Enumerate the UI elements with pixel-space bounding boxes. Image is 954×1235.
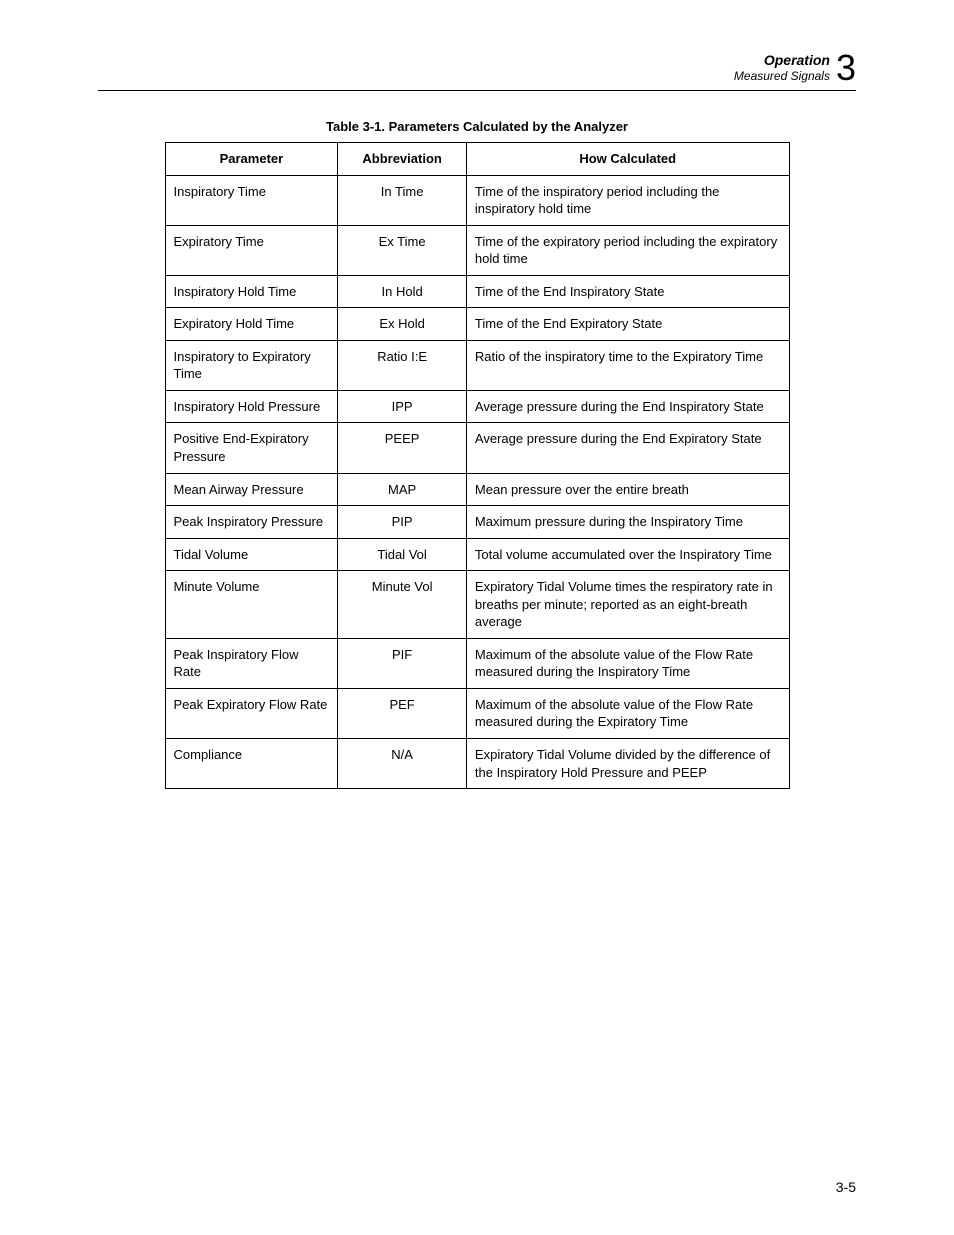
cell-parameter: Positive End-Expiratory Pressure <box>165 423 338 473</box>
table-row: Inspiratory Hold TimeIn HoldTime of the … <box>165 275 789 308</box>
table-row: ComplianceN/AExpiratory Tidal Volume div… <box>165 739 789 789</box>
table-row: Inspiratory to Expiratory TimeRatio I:ER… <box>165 340 789 390</box>
parameters-table: Parameter Abbreviation How Calculated In… <box>165 142 790 789</box>
cell-parameter: Inspiratory Hold Pressure <box>165 390 338 423</box>
table-row: Expiratory Hold TimeEx HoldTime of the E… <box>165 308 789 341</box>
cell-parameter: Expiratory Time <box>165 225 338 275</box>
cell-parameter: Inspiratory Hold Time <box>165 275 338 308</box>
cell-how-calculated: Time of the inspiratory period including… <box>466 175 789 225</box>
cell-how-calculated: Time of the End Expiratory State <box>466 308 789 341</box>
cell-parameter: Minute Volume <box>165 571 338 639</box>
table-row: Inspiratory TimeIn TimeTime of the inspi… <box>165 175 789 225</box>
cell-abbreviation: PIF <box>338 638 467 688</box>
cell-abbreviation: MAP <box>338 473 467 506</box>
cell-abbreviation: Ex Hold <box>338 308 467 341</box>
cell-how-calculated: Mean pressure over the entire breath <box>466 473 789 506</box>
cell-how-calculated: Ratio of the inspiratory time to the Exp… <box>466 340 789 390</box>
col-header-how-calculated: How Calculated <box>466 143 789 176</box>
page-container: Operation Measured Signals 3 Table 3-1. … <box>0 0 954 1235</box>
cell-abbreviation: N/A <box>338 739 467 789</box>
cell-parameter: Expiratory Hold Time <box>165 308 338 341</box>
cell-abbreviation: Minute Vol <box>338 571 467 639</box>
cell-abbreviation: PIP <box>338 506 467 539</box>
table-row: Minute VolumeMinute VolExpiratory Tidal … <box>165 571 789 639</box>
cell-how-calculated: Time of the expiratory period including … <box>466 225 789 275</box>
table-caption: Table 3-1. Parameters Calculated by the … <box>98 119 856 134</box>
table-row: Peak Inspiratory Flow RatePIFMaximum of … <box>165 638 789 688</box>
cell-abbreviation: Ex Time <box>338 225 467 275</box>
cell-parameter: Tidal Volume <box>165 538 338 571</box>
cell-how-calculated: Maximum pressure during the Inspiratory … <box>466 506 789 539</box>
cell-parameter: Peak Expiratory Flow Rate <box>165 688 338 738</box>
table-row: Positive End-Expiratory PressurePEEPAver… <box>165 423 789 473</box>
table-body: Inspiratory TimeIn TimeTime of the inspi… <box>165 175 789 789</box>
cell-abbreviation: IPP <box>338 390 467 423</box>
cell-how-calculated: Time of the End Inspiratory State <box>466 275 789 308</box>
col-header-parameter: Parameter <box>165 143 338 176</box>
cell-how-calculated: Expiratory Tidal Volume divided by the d… <box>466 739 789 789</box>
header-text-block: Operation Measured Signals <box>734 52 830 85</box>
page-number: 3-5 <box>836 1179 856 1195</box>
page-header: Operation Measured Signals 3 <box>98 50 856 91</box>
cell-parameter: Peak Inspiratory Pressure <box>165 506 338 539</box>
cell-abbreviation: Ratio I:E <box>338 340 467 390</box>
header-title: Operation <box>734 52 830 70</box>
cell-how-calculated: Maximum of the absolute value of the Flo… <box>466 688 789 738</box>
table-row: Mean Airway PressureMAPMean pressure ove… <box>165 473 789 506</box>
table-row: Peak Expiratory Flow RatePEFMaximum of t… <box>165 688 789 738</box>
cell-how-calculated: Maximum of the absolute value of the Flo… <box>466 638 789 688</box>
cell-parameter: Compliance <box>165 739 338 789</box>
table-header-row: Parameter Abbreviation How Calculated <box>165 143 789 176</box>
cell-how-calculated: Average pressure during the End Inspirat… <box>466 390 789 423</box>
cell-how-calculated: Total volume accumulated over the Inspir… <box>466 538 789 571</box>
table-row: Tidal VolumeTidal VolTotal volume accumu… <box>165 538 789 571</box>
col-header-abbreviation: Abbreviation <box>338 143 467 176</box>
cell-parameter: Inspiratory Time <box>165 175 338 225</box>
cell-parameter: Peak Inspiratory Flow Rate <box>165 638 338 688</box>
cell-parameter: Mean Airway Pressure <box>165 473 338 506</box>
cell-abbreviation: In Hold <box>338 275 467 308</box>
table-row: Inspiratory Hold PressureIPPAverage pres… <box>165 390 789 423</box>
cell-abbreviation: Tidal Vol <box>338 538 467 571</box>
header-subtitle: Measured Signals <box>734 69 830 84</box>
cell-abbreviation: In Time <box>338 175 467 225</box>
cell-how-calculated: Average pressure during the End Expirato… <box>466 423 789 473</box>
cell-abbreviation: PEEP <box>338 423 467 473</box>
table-row: Expiratory TimeEx TimeTime of the expira… <box>165 225 789 275</box>
cell-abbreviation: PEF <box>338 688 467 738</box>
chapter-number: 3 <box>836 50 856 86</box>
cell-how-calculated: Expiratory Tidal Volume times the respir… <box>466 571 789 639</box>
table-row: Peak Inspiratory PressurePIPMaximum pres… <box>165 506 789 539</box>
cell-parameter: Inspiratory to Expiratory Time <box>165 340 338 390</box>
